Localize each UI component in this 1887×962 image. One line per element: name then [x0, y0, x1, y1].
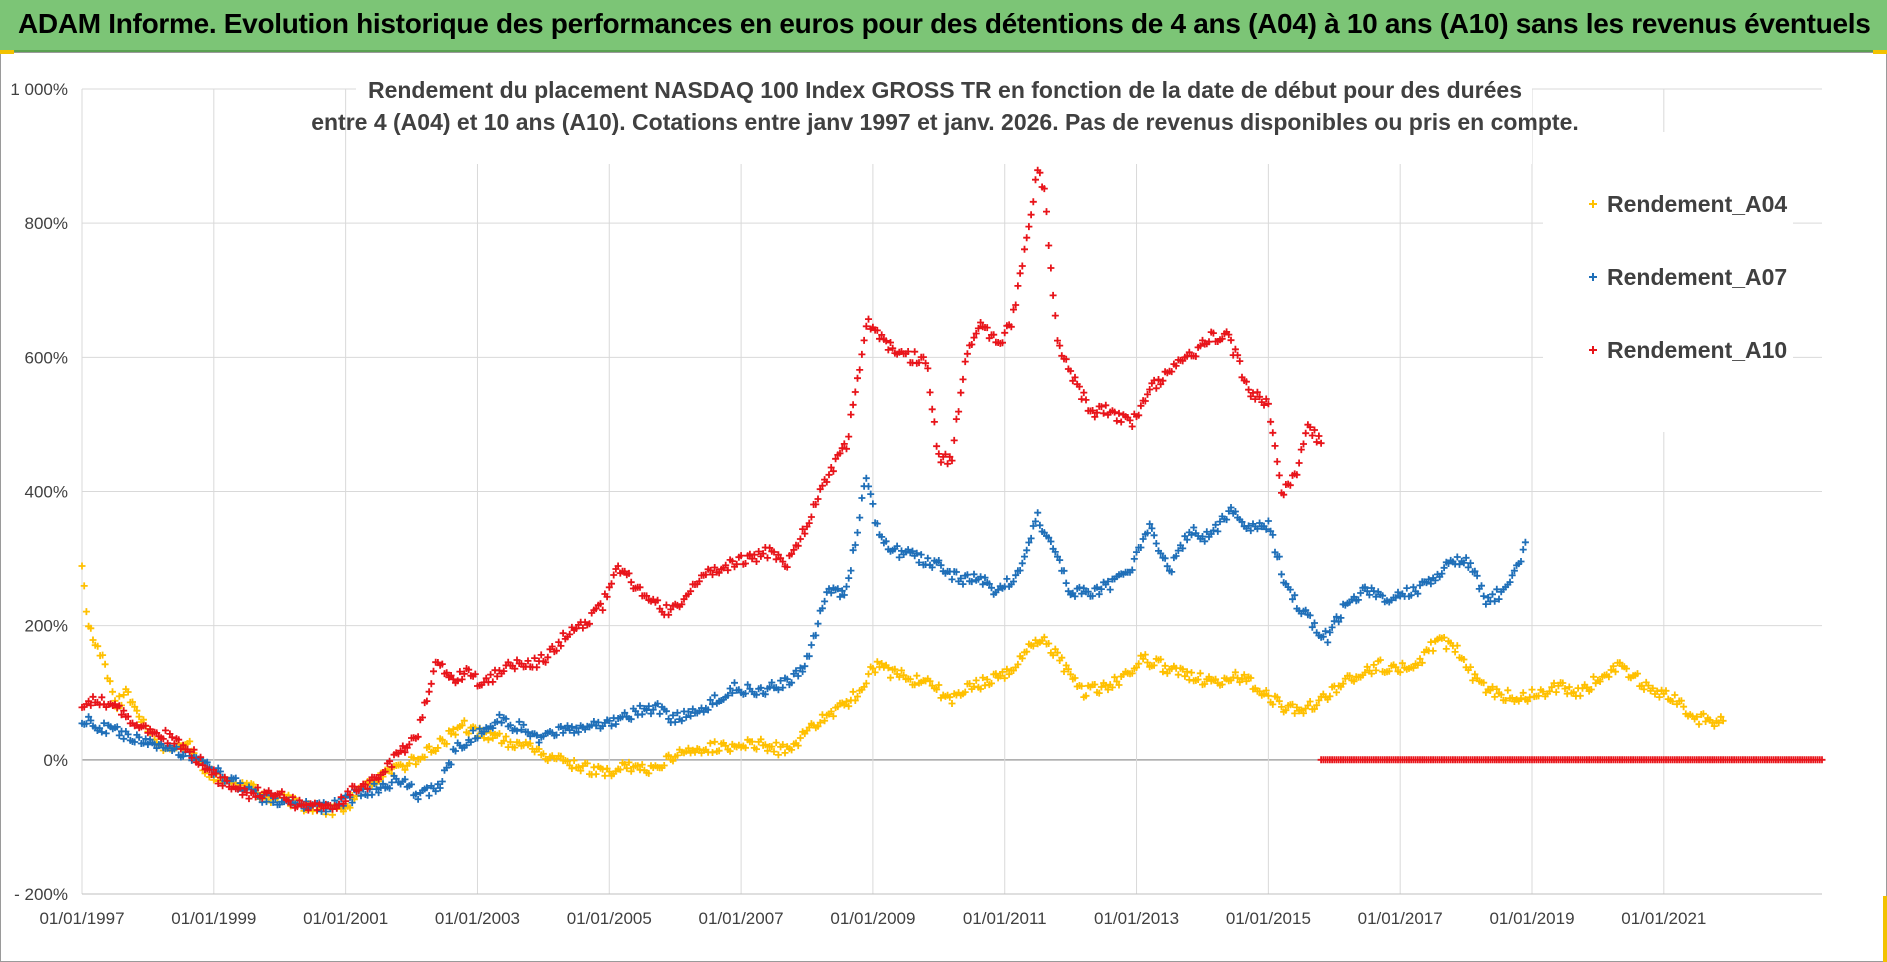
- series-points: [1317, 756, 1826, 764]
- x-tick-label: 01/01/2001: [303, 909, 388, 928]
- legend-backdrop: [1543, 132, 1793, 432]
- report-title: ADAM Informe. Evolution historique des p…: [18, 8, 1871, 39]
- x-tick-label: 01/01/2009: [830, 909, 915, 928]
- series-points: [78, 474, 1529, 815]
- y-axis-ticks: - 200% 0% 200% 400% 600% 800% 1 000%: [10, 80, 68, 904]
- series-rendement-a10-0-: [1317, 756, 1826, 764]
- y-tick-label: 1 000%: [10, 80, 68, 99]
- y-tick-label: - 200%: [14, 885, 68, 904]
- series-rendement-a07: [78, 474, 1529, 815]
- x-tick-label: 01/01/2019: [1489, 909, 1574, 928]
- chart-title-line-1: Rendement du placement NASDAQ 100 Index …: [368, 77, 1522, 103]
- series-rendement-a10: [78, 166, 1325, 814]
- x-axis-ticks: 01/01/1997 01/01/1999 01/01/2001 01/01/2003…: [39, 909, 1706, 928]
- corner-marker-top-left: [0, 50, 14, 54]
- chart-legend: Rendement_A04 Rendement_A07 Rendement_A10: [1589, 191, 1787, 363]
- series-points: [78, 166, 1325, 814]
- legend-marker: [1589, 346, 1597, 354]
- series-rendement-a04: [78, 562, 1727, 819]
- y-tick-label: 400%: [25, 483, 68, 502]
- y-tick-label: 800%: [25, 214, 68, 233]
- x-tick-label: 01/01/2015: [1226, 909, 1311, 928]
- legend-label: Rendement_A07: [1607, 264, 1787, 290]
- x-tick-label: 01/01/1997: [39, 909, 124, 928]
- y-tick-label: 0%: [43, 751, 68, 770]
- performance-chart: 01/01/1997 01/01/1999 01/01/2001 01/01/2003…: [10, 64, 1826, 928]
- x-tick-label: 01/01/2017: [1358, 909, 1443, 928]
- title-backdrop: [356, 64, 1532, 164]
- report-banner: ADAM Informe. Evolution historique des p…: [0, 0, 1887, 52]
- x-tick-label: 01/01/2003: [435, 909, 520, 928]
- x-tick-label: 01/01/2021: [1621, 909, 1706, 928]
- x-tick-label: 01/01/2011: [963, 909, 1047, 928]
- corner-marker-top-right: [1873, 50, 1887, 54]
- x-tick-label: 01/01/2013: [1094, 909, 1179, 928]
- legend-marker: [1589, 200, 1597, 208]
- corner-marker-bottom-right: [1883, 896, 1887, 962]
- y-tick-label: 600%: [25, 348, 68, 367]
- chart-title-line-2: entre 4 (A04) et 10 ans (A10). Cotations…: [311, 109, 1579, 135]
- x-tick-label: 01/01/2007: [699, 909, 784, 928]
- gridlines: [81, 88, 1822, 895]
- legend-marker: [1589, 273, 1597, 281]
- legend-label: Rendement_A10: [1607, 337, 1787, 363]
- y-tick-label: 200%: [25, 617, 68, 636]
- series-marks: [78, 166, 1826, 819]
- x-tick-label: 01/01/1999: [171, 909, 256, 928]
- x-tick-label: 01/01/2005: [567, 909, 652, 928]
- legend-label: Rendement_A04: [1607, 191, 1787, 217]
- series-points: [78, 562, 1727, 819]
